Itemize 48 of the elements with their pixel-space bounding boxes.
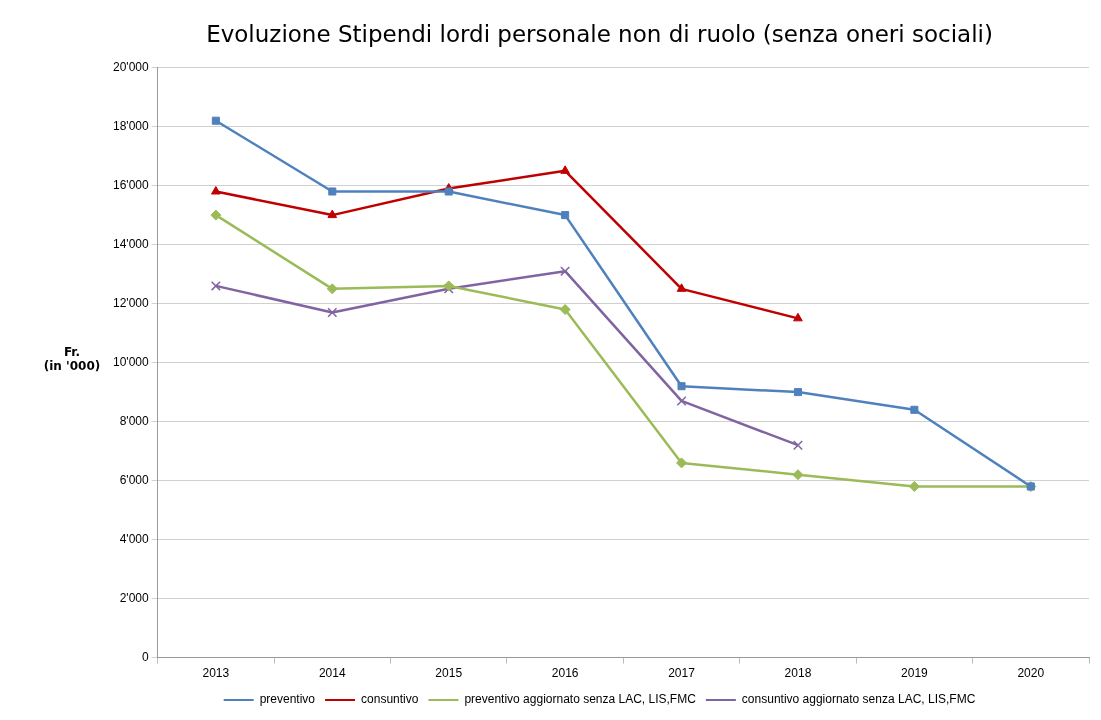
point: [676, 457, 688, 469]
x-tick-label: 2019: [901, 666, 929, 681]
point: [327, 209, 338, 219]
point: [676, 395, 687, 406]
legend-label: preventivo: [259, 692, 316, 707]
point: [908, 481, 920, 492]
y-tick-label: 16'000: [112, 177, 149, 192]
y-axis-title: Fr. (in '000): [42, 345, 102, 373]
x-tick-label: 2018: [784, 666, 812, 681]
point: [793, 312, 803, 322]
x-tick-label: 2016: [551, 666, 579, 681]
point: [792, 440, 803, 451]
point: [210, 209, 222, 221]
y-tick-label: 18'000: [112, 118, 149, 133]
x-tick-label: 2013: [202, 666, 230, 681]
y-tick-label: 14'000: [112, 236, 149, 251]
y-tick-label: 4'000: [119, 531, 149, 546]
y-tick-label: 8'000: [119, 413, 149, 428]
legend-label: consuntivo aggiornato senza LAC, LIS,FMC: [741, 692, 976, 707]
x-tick-label: 2020: [1017, 666, 1045, 681]
y-tick-label: 20'000: [112, 59, 149, 74]
legend-label: preventivo aggiornato senza LAC, LIS,FMC: [464, 692, 697, 707]
y-tick-label: 6'000: [119, 472, 149, 487]
x-tick-label: 2017: [668, 666, 696, 681]
point: [211, 186, 221, 195]
y-tick-label: 12'000: [112, 295, 149, 310]
y-tick-label: 0: [141, 649, 149, 664]
point: [793, 388, 802, 397]
point: [560, 165, 570, 174]
chart-title: Evoluzione Stipendi lordi personale non di ruolo (senza oneri sociali): [206, 20, 993, 47]
point: [561, 211, 570, 220]
point: [676, 283, 687, 292]
x-tick-label: 2014: [318, 666, 346, 681]
x-tick-label: 2015: [435, 666, 463, 681]
point: [677, 382, 686, 391]
point: [559, 304, 571, 315]
point: [792, 469, 804, 481]
point: [327, 307, 338, 318]
y-tick-label: 2'000: [119, 590, 149, 605]
point: [326, 283, 338, 295]
point: [210, 280, 221, 291]
point: [560, 266, 571, 277]
point: [444, 187, 453, 196]
point: [910, 405, 919, 414]
y-tick-label: 10'000: [112, 354, 149, 369]
legend-label: consuntivo: [361, 692, 419, 707]
point: [211, 116, 220, 125]
point: [328, 187, 337, 196]
